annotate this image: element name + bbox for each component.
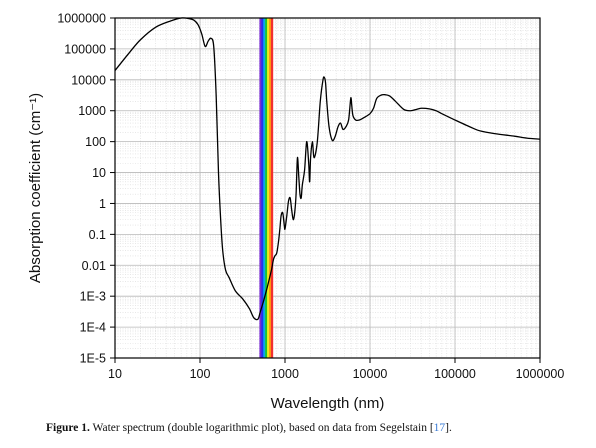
x-tick-label: 1000000	[516, 367, 565, 381]
y-axis-title: Absorption coefficient (cm⁻¹)	[27, 93, 44, 283]
x-tick-label: 10	[108, 367, 122, 381]
y-tick-label: 10000	[71, 73, 106, 87]
visible-spectrum-band	[259, 18, 274, 358]
caption-label: Figure 1.	[46, 422, 90, 434]
y-tick-label: 10	[92, 166, 106, 180]
y-tick-label: 1E-4	[80, 321, 106, 335]
y-tick-label: 100	[85, 135, 106, 149]
spectrum-stripe	[265, 18, 268, 358]
figure-caption: Figure 1. Water spectrum (double logarit…	[46, 422, 586, 434]
y-tick-label: 0.01	[82, 259, 106, 273]
water-absorption-line	[114, 17, 541, 321]
y-tick-label: 0.1	[89, 228, 106, 242]
spectrum-stripe	[270, 18, 274, 358]
y-axis-ticks: 1E-5 1E-4 1E-3 0.01 0.1 1 10 100 1000 10000 100000…	[57, 12, 115, 366]
spectrum-stripe	[267, 18, 270, 358]
spectrum-stripe	[263, 18, 266, 358]
spectrum-stripe	[259, 18, 262, 358]
grid	[114, 17, 541, 359]
x-axis-title: Wavelength (nm)	[271, 395, 385, 412]
x-tick-label: 100	[190, 367, 211, 381]
caption-reference-link[interactable]: 17	[433, 422, 446, 434]
x-tick-label: 1000	[271, 367, 299, 381]
spectrum-stripe	[261, 18, 264, 358]
y-tick-label: 1	[99, 197, 106, 211]
plot-frame	[114, 17, 541, 359]
x-tick-label: 100000	[434, 367, 476, 381]
caption-end: ].	[445, 422, 452, 434]
y-tick-label: 1E-3	[80, 290, 106, 304]
y-tick-label: 100000	[64, 42, 106, 56]
y-tick-label: 1000	[78, 104, 106, 118]
x-tick-label: 10000	[353, 367, 388, 381]
x-axis-ticks: 10 100 1000 10000 100000 1000000	[108, 358, 564, 381]
y-tick-label: 1000000	[57, 12, 106, 26]
caption-text: Water spectrum (double logarithmic plot)…	[92, 422, 434, 434]
spectrum-stripe	[269, 18, 272, 358]
y-tick-label: 1E-5	[80, 352, 106, 366]
